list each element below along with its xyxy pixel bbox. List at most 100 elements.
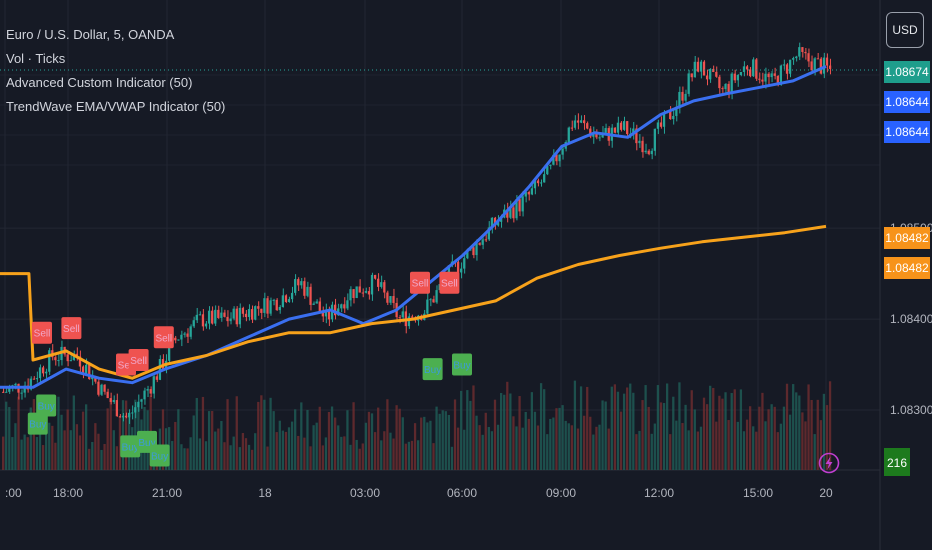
candle-body (555, 154, 558, 162)
candle-body (475, 243, 478, 256)
candle-body (41, 367, 45, 374)
volume-bar (370, 413, 374, 470)
volume-bar (524, 411, 527, 470)
candle-body (496, 221, 500, 226)
candle-body (739, 71, 743, 76)
candle-body (567, 127, 570, 143)
candle-body (745, 66, 749, 70)
buy-signal-label: Buy (422, 358, 443, 381)
volume-bar (690, 390, 693, 470)
candle-body (604, 128, 607, 133)
volume-bar (78, 435, 82, 470)
candle-body (549, 164, 552, 166)
candle-body (186, 333, 189, 337)
volume-bar (60, 414, 63, 470)
volume-bar (825, 405, 829, 470)
volume-bar (509, 393, 512, 470)
buy-signal-label: Buy (120, 435, 141, 458)
candle-body (546, 165, 549, 175)
volume-bar (281, 430, 285, 470)
candle-body (779, 65, 783, 86)
volume-bar (598, 424, 601, 470)
volume-bar (69, 430, 72, 470)
candle-body (235, 308, 238, 325)
volume-bar (592, 434, 595, 470)
volume-bar (26, 437, 29, 470)
candle-body (822, 57, 826, 74)
candle-body (137, 401, 140, 408)
candle-body (257, 306, 260, 309)
volume-bar (767, 409, 770, 470)
volume-bar (54, 442, 57, 470)
candle-body (364, 291, 368, 293)
indicator-volume[interactable]: Vol · Ticks (6, 51, 66, 66)
candle-body (410, 316, 414, 318)
svg-text:Sell: Sell (130, 356, 147, 367)
volume-bar (718, 395, 721, 470)
volume-bar (294, 409, 297, 470)
volume-bar (94, 423, 97, 470)
volume-bar (109, 398, 112, 470)
volume-bar (484, 412, 487, 470)
volume-bar (659, 402, 663, 470)
svg-text:Sell: Sell (155, 333, 172, 344)
candle-body (303, 281, 306, 296)
volume-bar (635, 434, 638, 470)
volume-bar (647, 406, 650, 470)
candle-body (687, 73, 690, 94)
volume-bar (604, 401, 607, 470)
candle-body (158, 359, 162, 380)
candle-body (816, 58, 819, 60)
sell-signal-label: Sell (439, 271, 460, 294)
candle-body (383, 282, 386, 293)
candle-body (684, 93, 687, 101)
currency-button[interactable]: USD (886, 12, 924, 48)
candle-body (752, 59, 755, 77)
volume-bar (361, 443, 364, 470)
volume-bar (801, 412, 804, 470)
x-tick-label: 06:00 (447, 486, 477, 500)
volume-bar (447, 414, 451, 470)
volume-bar (570, 425, 573, 470)
candle-body (100, 384, 103, 395)
volume-bar (315, 422, 318, 470)
volume-bar (195, 397, 198, 470)
candle-body (432, 299, 435, 303)
candle-body (669, 111, 672, 120)
volume-bar (672, 396, 675, 470)
indicator-advanced-custom[interactable]: Advanced Custom Indicator (50) (6, 75, 193, 90)
candle-body (238, 307, 241, 325)
price-label-box (884, 91, 930, 113)
candle-body (512, 207, 515, 219)
candle-body (309, 286, 312, 305)
volume-bar (644, 385, 647, 470)
price-label-text: 1.08644 (885, 95, 929, 109)
candle-body (801, 47, 804, 52)
volume-bar (124, 400, 128, 470)
candle-body (435, 290, 438, 303)
candle-body (770, 73, 773, 78)
svg-text:Buy: Buy (38, 401, 55, 412)
volume-bar (441, 410, 444, 470)
buy-signal-label: Buy (149, 444, 170, 467)
volume-bar (749, 406, 752, 470)
volume-bar (118, 416, 122, 470)
volume-bar (804, 421, 807, 470)
candle-body (696, 61, 700, 72)
volume-bar (549, 418, 552, 470)
candle-body (220, 312, 223, 318)
x-tick-label: 21:00 (152, 486, 182, 500)
lightning-icon[interactable] (818, 452, 840, 474)
candle-body (251, 309, 254, 320)
volume-bar (730, 393, 733, 470)
indicator-trendwave[interactable]: TrendWave EMA/VWAP Indicator (50) (6, 99, 226, 114)
volume-bar (460, 390, 463, 470)
y-tick-label: 1.08400 (890, 312, 932, 326)
candle-body (426, 299, 429, 314)
symbol-title[interactable]: Euro / U.S. Dollar, 5, OANDA (6, 27, 175, 42)
candle-body (294, 279, 297, 293)
candle-body (693, 61, 696, 78)
volume-bar (518, 396, 521, 470)
candle-body (45, 371, 48, 374)
